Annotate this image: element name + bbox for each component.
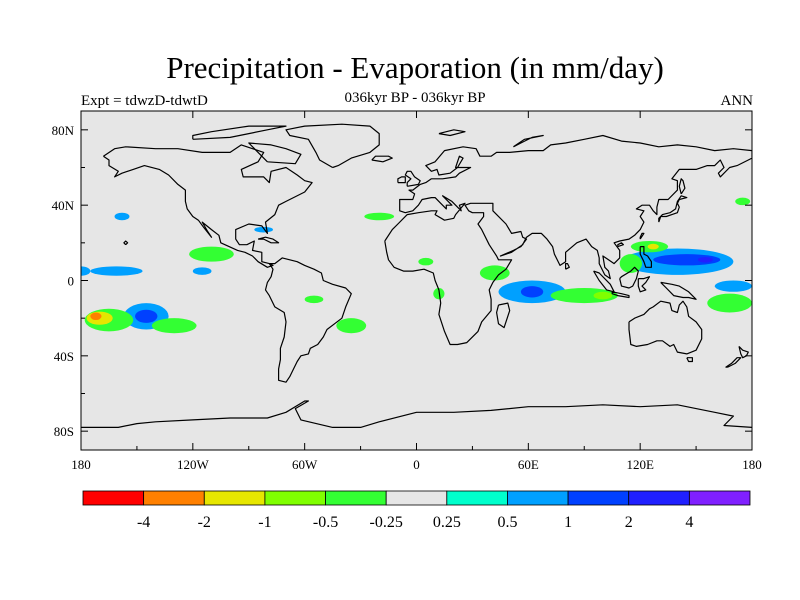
- anomaly-patch: [304, 295, 324, 304]
- anomaly-patch: [520, 286, 544, 298]
- coastline-sri-lanka: [565, 263, 570, 270]
- experiment-label: Expt = tdwzD-tdwtD: [81, 93, 208, 109]
- anomaly-patch: [135, 309, 158, 323]
- colorbar-label: 2: [625, 514, 633, 531]
- x-tick-label: 120E: [626, 457, 654, 472]
- colorbar-swatch: [203, 490, 266, 506]
- anomaly-patch: [619, 254, 643, 273]
- coastline-australia: [628, 300, 703, 355]
- y-tick-label: 40S: [54, 349, 74, 364]
- colorbar-swatch: [82, 490, 145, 506]
- coastline-britain: [404, 170, 421, 187]
- colorbar-label: 4: [685, 514, 693, 531]
- coastline-ireland: [397, 176, 406, 184]
- colorbar-label: -0.5: [313, 514, 338, 531]
- y-tick-label: 80S: [54, 424, 74, 439]
- anomaly-patch: [735, 197, 751, 206]
- coastline-cuba: [257, 236, 280, 244]
- anomaly-patch: [647, 243, 659, 250]
- colorbar-swatch: [264, 490, 326, 506]
- coastline-madagascar: [496, 302, 511, 329]
- colorbar-label: -2: [198, 514, 211, 531]
- coastline-hainan: [617, 242, 624, 248]
- colorbar-label: -4: [137, 514, 150, 531]
- x-tick-label: 180: [742, 457, 762, 472]
- anomaly-layer: [81, 197, 752, 334]
- season-label: ANN: [720, 93, 754, 109]
- anomaly-patch: [714, 280, 752, 292]
- anomaly-patch: [90, 312, 102, 321]
- anomaly-patch: [479, 265, 510, 281]
- coastline-antarctica: [81, 400, 752, 428]
- anomaly-patch: [114, 212, 130, 221]
- coastline-iceland: [371, 155, 393, 163]
- coastline-tasmania: [686, 357, 693, 363]
- coastline-sulawesi: [637, 276, 651, 293]
- coastline-sakhalin: [678, 178, 686, 195]
- colorbar-swatch: [385, 490, 448, 506]
- colorbar-swatch: [688, 490, 751, 506]
- coastline-philippines: [639, 246, 652, 268]
- anomaly-patch: [90, 266, 143, 276]
- colorbar-swatch: [143, 490, 205, 506]
- coastline-taiwan: [639, 232, 645, 240]
- anomaly-patch: [707, 293, 752, 313]
- x-tick-label: 60E: [518, 457, 539, 472]
- coastline-new-zealand-s: [725, 357, 742, 368]
- coastline-borneo: [619, 266, 639, 289]
- colorbar-swatch: [507, 490, 569, 506]
- y-tick-label: 0: [68, 274, 75, 289]
- anomaly-patch: [550, 288, 618, 304]
- x-tick-label: 0: [413, 457, 420, 472]
- coastline-baffin: [248, 142, 302, 165]
- colorbar-swatch: [628, 490, 690, 506]
- y-tick-label: 40N: [52, 198, 75, 213]
- chart-title: Precipitation - Evaporation (in mm/day): [166, 50, 664, 85]
- anomaly-patch: [418, 257, 434, 266]
- coastline-svalbard: [438, 129, 466, 137]
- y-tick-label: 80N: [52, 123, 75, 138]
- anomaly-patch: [81, 266, 91, 276]
- anomaly-patch: [364, 212, 395, 221]
- colorbar-swatch: [567, 490, 630, 506]
- anomaly-patch: [192, 267, 212, 275]
- anomaly-patch: [653, 254, 721, 266]
- anomaly-patch: [697, 256, 713, 263]
- anomaly-patch: [151, 318, 197, 334]
- coastline-hawaii: [123, 240, 129, 246]
- chart-subtitle: 036kyr BP - 036kyr BP: [344, 90, 486, 106]
- colorbar-swatch: [446, 490, 508, 506]
- coastline-greenland: [285, 123, 380, 169]
- coastline-japan: [658, 195, 688, 223]
- map-axes: 80N 40N 0 40S 80S 180 120W 60W 0 60E 120E 180: [52, 110, 762, 472]
- map-panel: [81, 111, 752, 450]
- coastline-arctic-isl: [192, 125, 287, 140]
- x-tick-label: 180: [71, 457, 91, 472]
- colorbar: -4 -2 -1 -0.5 -0.25 0.25 0.5 1 2 4: [82, 490, 751, 531]
- map-background: [81, 111, 752, 450]
- anomaly-patch: [593, 291, 613, 300]
- anomaly-patch: [336, 318, 367, 334]
- colorbar-label: 0.25: [433, 514, 461, 531]
- colorbar-label: 0.5: [497, 514, 517, 531]
- colorbar-swatch: [325, 490, 387, 506]
- x-tick-label: 120W: [177, 457, 210, 472]
- coastlines: [81, 123, 752, 428]
- coastline-new-guinea: [660, 281, 697, 300]
- coastline-java: [611, 291, 630, 299]
- coastline-north-america: [103, 144, 313, 268]
- coastline-novaya-zemlya: [513, 134, 544, 148]
- anomaly-patch: [189, 246, 234, 262]
- colorbar-label: -0.25: [370, 514, 403, 531]
- coastline-africa-eurasia: [384, 134, 752, 346]
- colorbar-label: -1: [258, 514, 271, 531]
- x-tick-label: 60W: [292, 457, 318, 472]
- coastline-south-america: [264, 257, 352, 383]
- anomaly-patch: [254, 226, 273, 233]
- colorbar-label: 1: [564, 514, 572, 531]
